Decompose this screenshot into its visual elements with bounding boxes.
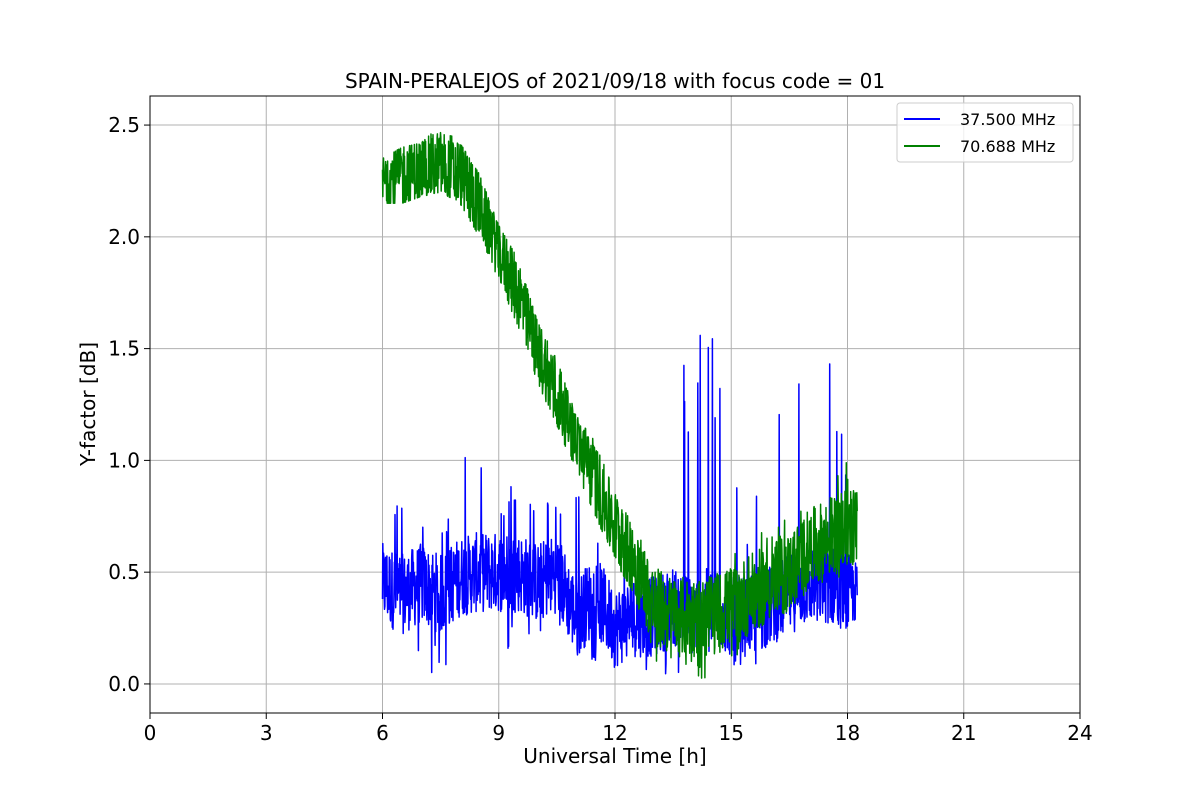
legend-box <box>896 102 1074 163</box>
x-tick-label: 6 <box>376 721 389 745</box>
x-tick-label: 0 <box>144 721 157 745</box>
grid <box>149 96 1081 713</box>
y-tick-label: 1.0 <box>108 448 140 472</box>
x-tick-label: 9 <box>492 721 505 745</box>
y-tick-label: 2.5 <box>108 113 140 137</box>
y-tick-label: 0.5 <box>108 560 140 584</box>
x-axis: 0 3 6 9 12 15 18 21 24 <box>144 713 1093 745</box>
x-tick-label: 21 <box>951 721 976 745</box>
y-tick-label: 2.0 <box>108 225 140 249</box>
chart-title: SPAIN-PERALEJOS of 2021/09/18 with focus… <box>345 69 885 93</box>
y-tick-label: 0.0 <box>108 672 140 696</box>
y-tick-label: 1.5 <box>108 337 140 361</box>
y-axis-label: Y-factor [dB] <box>76 342 100 467</box>
x-tick-label: 15 <box>719 721 744 745</box>
series-line-70688 <box>381 131 858 679</box>
legend: 37.500 MHz 70.688 MHz <box>896 102 1074 163</box>
x-tick-label: 12 <box>602 721 627 745</box>
x-tick-label: 3 <box>260 721 273 745</box>
x-axis-label: Universal Time [h] <box>523 744 706 768</box>
x-tick-label: 18 <box>835 721 860 745</box>
plot-area <box>381 131 858 679</box>
series-line-37500 <box>381 334 858 675</box>
y-axis: 0.0 0.5 1.0 1.5 2.0 2.5 <box>108 113 150 696</box>
legend-label-70688: 70.688 MHz <box>960 137 1055 156</box>
legend-label-37500: 37.500 MHz <box>960 110 1055 129</box>
x-tick-label: 24 <box>1067 721 1092 745</box>
